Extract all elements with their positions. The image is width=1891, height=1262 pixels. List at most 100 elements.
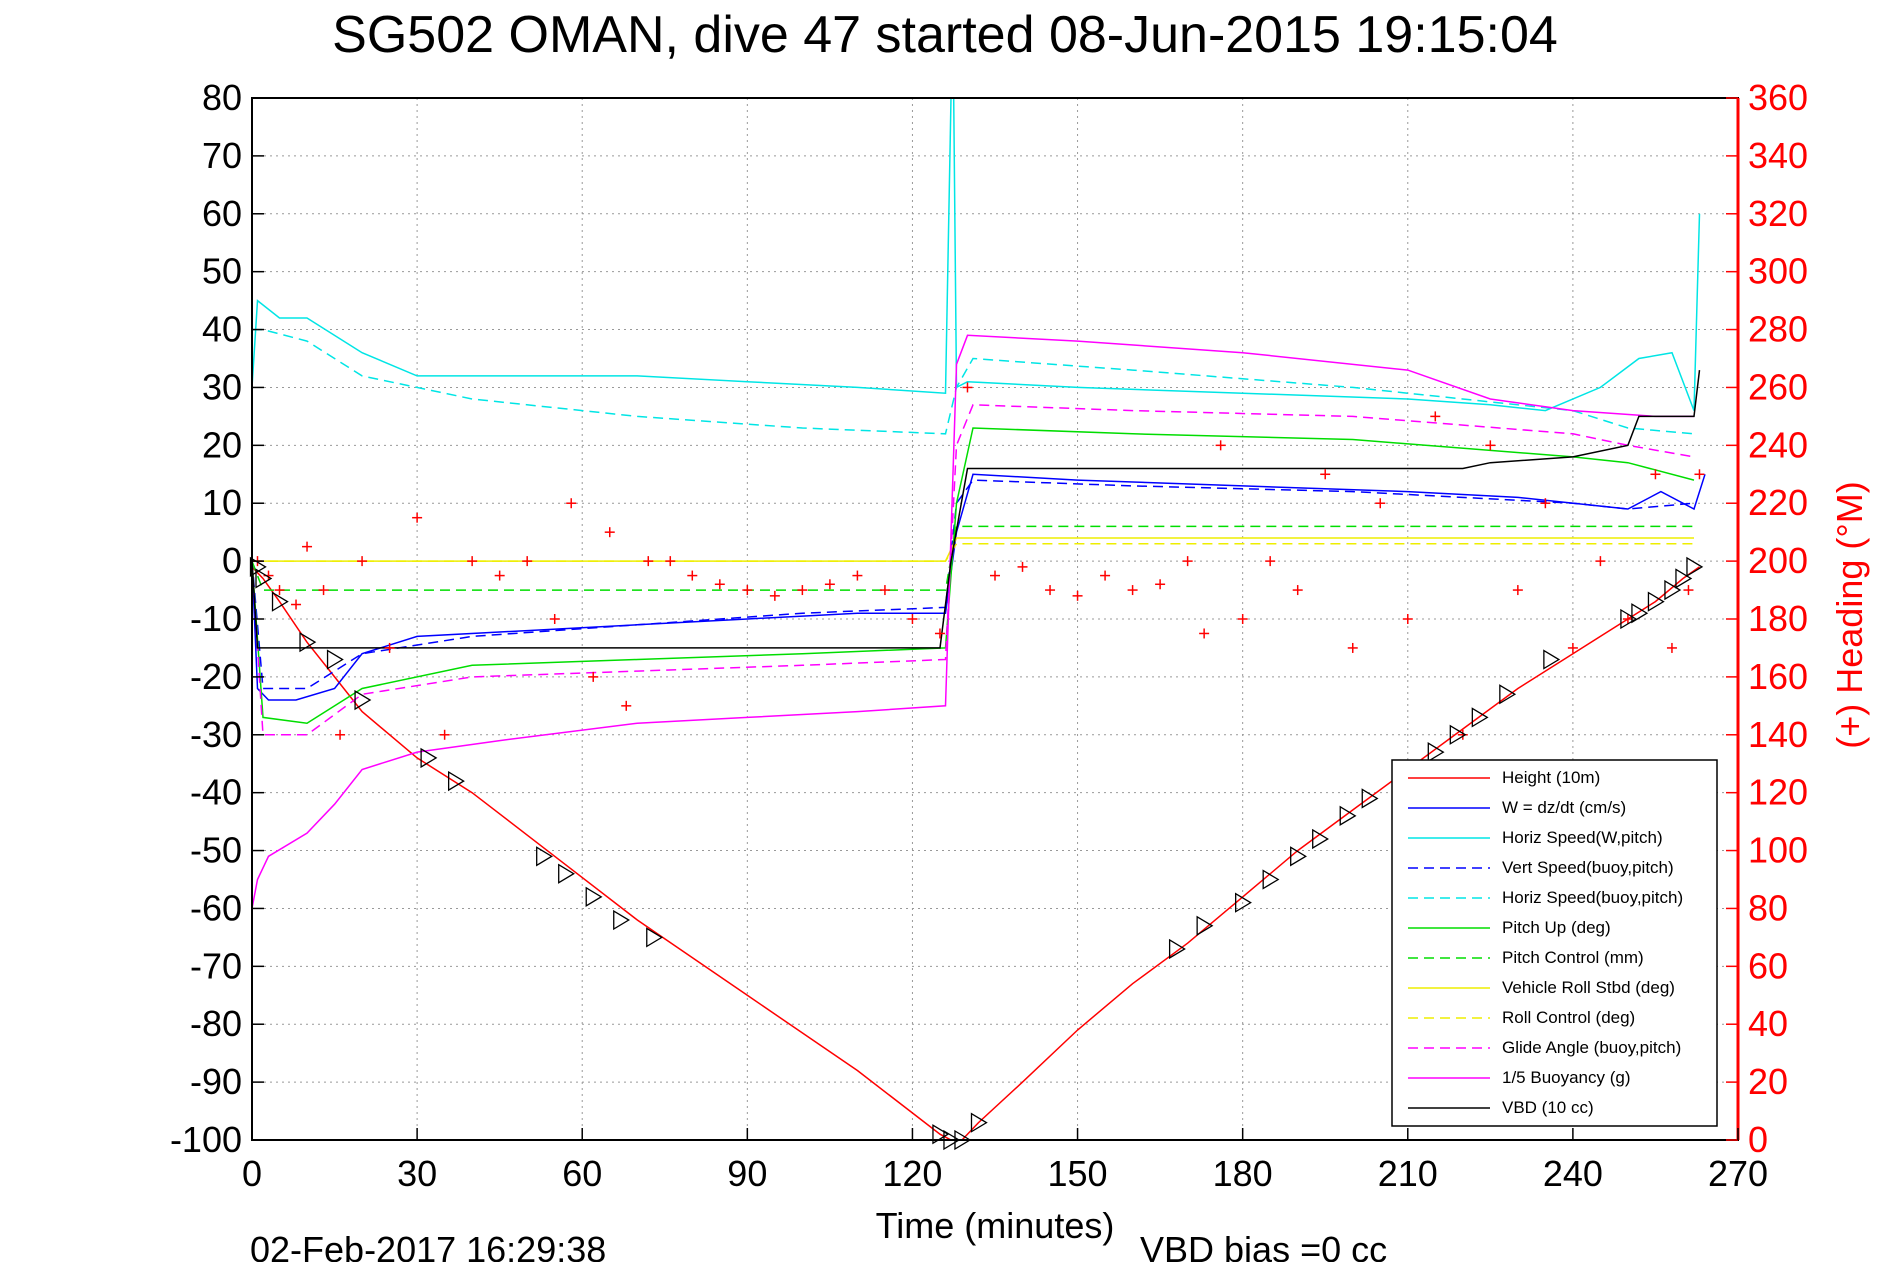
heading-point bbox=[1045, 585, 1056, 596]
y-left-tick-label: 70 bbox=[202, 135, 242, 176]
y-left-tick-label: 40 bbox=[202, 309, 242, 350]
heading-point bbox=[990, 570, 1000, 581]
x-axis-ticks: 0 30 60 90 120 150 180 210 240 270 bbox=[242, 1128, 1768, 1194]
legend-label-2: Horiz Speed(W,pitch) bbox=[1502, 828, 1663, 847]
triangle-marker bbox=[1675, 568, 1693, 589]
series-line-8 bbox=[252, 542, 1694, 562]
y-right-tick-label: 40 bbox=[1748, 1003, 1788, 1044]
heading-point bbox=[1567, 642, 1578, 653]
triangle-marker bbox=[1427, 741, 1445, 763]
footer-date: 02-Feb-2017 16:29:38 bbox=[250, 1229, 606, 1262]
triangle-marker bbox=[1339, 805, 1357, 826]
legend-label-9: Glide Angle (buoy,pitch) bbox=[1502, 1038, 1681, 1057]
heading-point bbox=[1595, 556, 1606, 567]
y-right-tick-label: 220 bbox=[1748, 482, 1808, 523]
triangle-marker bbox=[1449, 724, 1467, 745]
y-right-tick-label: 20 bbox=[1748, 1061, 1788, 1102]
heading-point bbox=[1694, 469, 1705, 480]
triangle-marker bbox=[1499, 684, 1517, 705]
y-left-tick-label: 80 bbox=[202, 77, 242, 118]
triangle-marker bbox=[1361, 788, 1379, 809]
x-tick-label: 0 bbox=[242, 1153, 262, 1194]
legend-label-1: W = dz/dt (cm/s) bbox=[1502, 798, 1626, 817]
series-line-6 bbox=[251, 525, 1694, 591]
heading-point bbox=[879, 585, 890, 596]
heading-point bbox=[1512, 585, 1523, 596]
y-right-tick-label: 0 bbox=[1748, 1119, 1768, 1160]
heading-point bbox=[714, 579, 725, 590]
triangle-marker bbox=[932, 1124, 950, 1145]
right-axis-ticks: 3603403203002802602402202001801601401201… bbox=[1726, 77, 1808, 1160]
y-left-tick-label: -50 bbox=[190, 830, 242, 871]
heading-point bbox=[494, 570, 505, 581]
triangle-marker bbox=[420, 747, 438, 769]
heading-point bbox=[549, 614, 560, 624]
triangle-marker bbox=[1543, 649, 1561, 670]
legend-label-5: Pitch Up (deg) bbox=[1502, 918, 1611, 937]
y-left-tick-label: -10 bbox=[190, 598, 242, 639]
y-left-tick-label: -40 bbox=[190, 772, 242, 813]
triangle-marker bbox=[326, 649, 344, 670]
x-tick-label: 240 bbox=[1543, 1153, 1603, 1194]
triangle-marker bbox=[1620, 608, 1638, 630]
triangle-marker bbox=[271, 591, 289, 612]
triangle-marker bbox=[613, 909, 631, 931]
heading-point bbox=[1292, 585, 1303, 596]
triangle-marker bbox=[585, 886, 603, 908]
heading-point bbox=[665, 556, 676, 567]
heading-point bbox=[291, 599, 302, 610]
y-right-tick-label: 280 bbox=[1748, 309, 1808, 350]
y-right-tick-label: 160 bbox=[1748, 656, 1808, 697]
heading-point bbox=[1237, 614, 1248, 624]
series-line-2 bbox=[251, 97, 1701, 412]
heading-point bbox=[522, 556, 533, 567]
y-left-tick-label: 50 bbox=[202, 251, 242, 292]
y-right-tick-label: 300 bbox=[1748, 251, 1808, 292]
y-right-tick-label: 180 bbox=[1748, 598, 1808, 639]
y-right-tick-label: 120 bbox=[1748, 772, 1808, 813]
heading-point bbox=[1017, 561, 1028, 572]
footer-vbd-bias: VBD bias =0 cc bbox=[1140, 1229, 1387, 1262]
y-left-tick-label: 30 bbox=[202, 366, 242, 407]
heading-point bbox=[1127, 585, 1138, 596]
heading-point bbox=[852, 570, 863, 581]
triangle-marker bbox=[299, 632, 317, 653]
heading-point bbox=[769, 590, 780, 601]
triangle-marker bbox=[1262, 869, 1280, 890]
triangle-marker bbox=[255, 568, 273, 589]
triangle-marker bbox=[1235, 892, 1252, 913]
heading-point bbox=[439, 729, 450, 740]
y-right-tick-label: 100 bbox=[1748, 830, 1808, 871]
x-tick-label: 270 bbox=[1708, 1153, 1768, 1194]
heading-point bbox=[907, 614, 918, 624]
series-line-4 bbox=[252, 328, 1695, 435]
heading-point bbox=[1182, 556, 1193, 567]
heading-point bbox=[1430, 411, 1441, 422]
y-left-tick-label: -70 bbox=[190, 945, 242, 986]
y-right-tick-label: 140 bbox=[1748, 714, 1808, 755]
heading-point bbox=[797, 585, 808, 596]
x-tick-label: 60 bbox=[562, 1153, 602, 1194]
triangle-marker bbox=[1290, 846, 1307, 867]
heading-point bbox=[824, 579, 835, 590]
series-line-0 bbox=[251, 566, 1700, 1141]
heading-point bbox=[1155, 579, 1166, 590]
heading-point bbox=[1072, 590, 1083, 601]
legend-label-0: Height (10m) bbox=[1502, 768, 1600, 787]
y-left-tick-label: 60 bbox=[202, 193, 242, 234]
legend-items: Height (10m) W = dz/dt (cm/s) Horiz Speed(… bbox=[1408, 768, 1683, 1117]
legend-label-4: Horiz Speed(buoy,pitch) bbox=[1502, 888, 1683, 907]
heading-point bbox=[384, 642, 395, 653]
heading-point bbox=[621, 700, 632, 711]
heading-point bbox=[588, 671, 599, 682]
triangle-marker bbox=[1312, 828, 1329, 850]
heading-point bbox=[1402, 614, 1413, 624]
right-axis-label: (+) Heading (°M) bbox=[1829, 481, 1870, 748]
left-axis-ticks: 80 70 60 50 40 30 20 10 0 -10 -20 -30 -40 -50 -60 -70 -8… bbox=[170, 77, 264, 1160]
triangle-marker bbox=[1686, 556, 1704, 578]
heading-point bbox=[604, 527, 615, 538]
heading-point bbox=[318, 585, 329, 596]
triangle-markers bbox=[249, 556, 1704, 1151]
y-left-tick-label: -60 bbox=[190, 887, 242, 928]
